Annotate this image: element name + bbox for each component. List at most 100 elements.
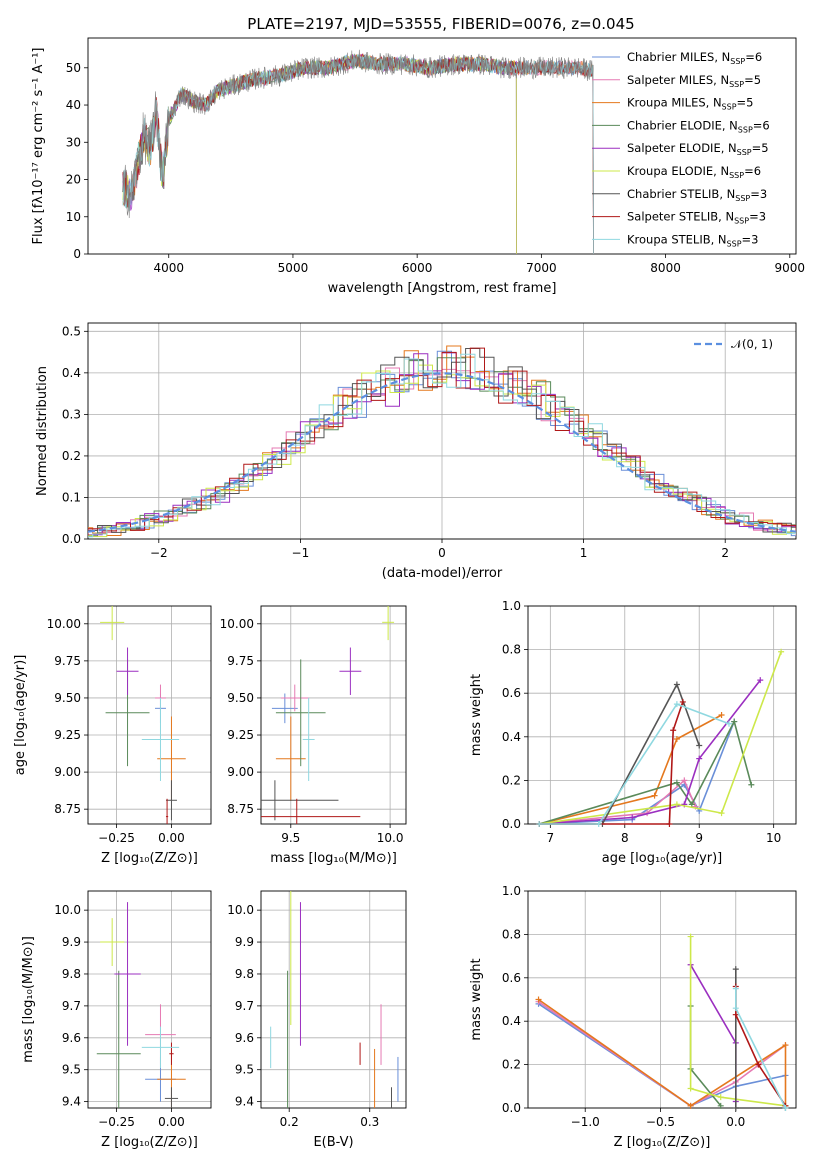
weight-marker-kroupa-stelib: [726, 720, 732, 727]
weight-marker-salpeter-stelib: [679, 698, 686, 705]
weight-marker-kroupa-elodie: [778, 648, 785, 655]
weight-line-chabrier-miles: [538, 1003, 786, 1107]
model-spectrum-kroupa-miles: [122, 53, 594, 254]
histogram-kroupa-elodie: [88, 364, 796, 538]
mass-weight-vs-Z-ticks: −1.0 −0.5 0.0 0.0 0.2 0.4 0.6 0.8 1.0: [502, 884, 745, 1129]
data-spectrum: [122, 49, 594, 219]
weight-line-salpeter-miles: [539, 779, 697, 825]
figure-title: PLATE=2197, MJD=53555, FIBERID=0076, z=0…: [247, 15, 634, 33]
age-vs-Z-ticks: −0.25 0.00 8.75 9.00 9.25 9.50 9.75 10.00: [47, 617, 185, 845]
weight-line-salpeter-miles: [538, 1001, 786, 1107]
spectrum-lines: [122, 49, 594, 254]
y-tick-label: 9.00: [227, 765, 254, 779]
y-tick-label: 10: [66, 210, 81, 224]
weight-line-salpeter-stelib: [539, 701, 684, 825]
x-tick-label: −0.25: [98, 1115, 135, 1129]
age-vs-Z-xlabel: Z [log₁₀(Z/Z⊙)]: [101, 851, 198, 866]
mass-vs-ebv-axes: 0.2 0.3 9.4 9.5 9.6 9.7 9.8 9.9 10.0 E(B-V): [227, 890, 407, 1150]
y-tick-label: 9.9: [235, 935, 254, 949]
y-tick-label: 0.4: [502, 730, 521, 744]
weight-marker-chabrier-stelib: [673, 681, 680, 688]
y-tick-label: 40: [66, 98, 81, 112]
residuals-ylabel: Normed distribution: [35, 366, 50, 496]
mass-weight-vs-Z-xlabel: Z [log₁₀(Z/Z⊙)]: [614, 1135, 711, 1150]
legend-label-salpeter-elodie: Salpeter ELODIE, NSSP=5: [627, 141, 769, 157]
legend-label-kroupa-stelib: Kroupa STELIB, NSSP=3: [627, 232, 758, 248]
mass-weight-vs-Z-axes: −1.0 −0.5 0.0 0.0 0.2 0.4 0.6 0.8 1.0 Z [log₁₀(Z/…: [469, 884, 797, 1150]
model-spectrum-chabrier-stelib: [122, 54, 594, 254]
y-tick-label: 0: [73, 247, 81, 261]
weight-marker-salpeter-stelib: [670, 727, 677, 734]
y-tick-label: 9.6: [62, 1031, 81, 1045]
weight-marker-kroupa-elodie: [718, 810, 725, 817]
y-tick-label: 9.6: [235, 1031, 254, 1045]
weight-marker-kroupa-miles: [535, 996, 542, 1003]
weight-marker-chabrier-stelib: [732, 966, 739, 973]
y-tick-label: 0.1: [62, 490, 81, 504]
legend-label-salpeter-miles: Salpeter MILES, NSSP=5: [627, 73, 761, 89]
y-tick-label: 9.75: [227, 654, 254, 668]
legend-label-salpeter-stelib: Salpeter STELIB, NSSP=3: [627, 210, 766, 226]
y-tick-label: 10.0: [54, 903, 81, 917]
weight-marker-kroupa-stelib: [673, 701, 680, 708]
y-tick-label: 0.8: [502, 643, 521, 657]
age-vs-mass-points: [261, 606, 395, 824]
x-tick-label: 6000: [402, 261, 433, 275]
x-tick-label: 9000: [775, 261, 806, 275]
weight-marker-chabrier-elodie: [673, 779, 680, 786]
weight-marker-salpeter-elodie: [696, 755, 703, 762]
x-tick-label: −0.25: [98, 831, 135, 845]
model-spectrum-chabrier-elodie: [122, 53, 517, 254]
y-tick-label: 9.7: [235, 999, 254, 1013]
weight-line-chabrier-stelib: [735, 969, 786, 1109]
y-tick-label: 50: [66, 61, 81, 75]
y-tick-label: 9.25: [54, 728, 81, 742]
weight-line-kroupa-miles: [538, 998, 787, 1107]
mass-vs-Z-xlabel: Z [log₁₀(Z/Z⊙)]: [101, 1135, 198, 1150]
weight-marker-kroupa-miles: [651, 792, 658, 799]
mass-vs-ebv-frame: [260, 890, 407, 1109]
mass-vs-Z-ylabel: mass [log₁₀(M/M⊙)]: [21, 936, 36, 1063]
x-tick-label: 5000: [278, 261, 309, 275]
weight-marker-kroupa-miles: [782, 1042, 789, 1049]
weight-line-kroupa-elodie: [539, 651, 782, 825]
histogram-salpeter-stelib: [88, 347, 796, 536]
spectrum-ticks: 4000 5000 6000 7000 8000 9000 0 10 20 30 40 50: [66, 61, 805, 275]
mass-vs-Z-ticks: −0.25 0.00 9.4 9.5 9.6 9.7 9.8 9.9 10.0: [54, 903, 185, 1129]
x-tick-label: 0.2: [280, 1115, 299, 1129]
y-tick-label: 9.50: [54, 691, 81, 705]
model-spectrum-salpeter-elodie: [122, 53, 517, 254]
y-tick-label: 0.2: [62, 449, 81, 463]
x-tick-label: 10: [766, 831, 781, 845]
histogram-chabrier-miles: [88, 350, 796, 537]
mass-weight-vs-Z-ylabel: mass weight: [469, 958, 484, 1040]
y-tick-label: 9.7: [62, 999, 81, 1013]
histogram-chabrier-elodie: [88, 357, 796, 537]
y-tick-label: 0.8: [502, 927, 521, 941]
y-tick-label: 8.75: [227, 802, 254, 816]
weight-marker-kroupa-elodie: [687, 1085, 694, 1092]
x-tick-label: 7000: [526, 261, 557, 275]
x-tick-label: 0.00: [158, 831, 185, 845]
y-tick-label: 0.6: [502, 686, 521, 700]
weight-marker-chabrier-stelib: [696, 742, 703, 749]
y-tick-label: 0.0: [502, 817, 521, 831]
weight-marker-kroupa-stelib: [595, 821, 602, 827]
weight-marker-kroupa-elodie: [673, 801, 680, 808]
x-tick-label: −0.5: [646, 1115, 675, 1129]
y-tick-label: 9.25: [227, 728, 254, 742]
y-tick-label: 30: [66, 135, 81, 149]
weight-marker-salpeter-miles: [681, 777, 688, 784]
age-vs-Z-points: [100, 606, 186, 824]
x-tick-label: −1: [292, 546, 310, 560]
legend-label-kroupa-elodie: Kroupa ELODIE, NSSP=6: [627, 164, 761, 180]
y-tick-label: 0.6: [502, 971, 521, 985]
age-vs-mass-ticks: 9.5 10.0 8.75 9.00 9.25 9.50 9.75 10.00: [220, 617, 404, 845]
weight-marker-chabrier-stelib: [732, 1105, 739, 1111]
weight-marker-chabrier-elodie: [731, 718, 738, 725]
weight-marker-salpeter-elodie: [629, 814, 636, 821]
age-vs-Z-frame: [87, 605, 212, 825]
x-tick-label: 0: [438, 546, 446, 560]
legend-label-chabrier-miles: Chabrier MILES, NSSP=6: [627, 50, 762, 66]
mass-vs-ebv-points: [270, 891, 399, 1108]
